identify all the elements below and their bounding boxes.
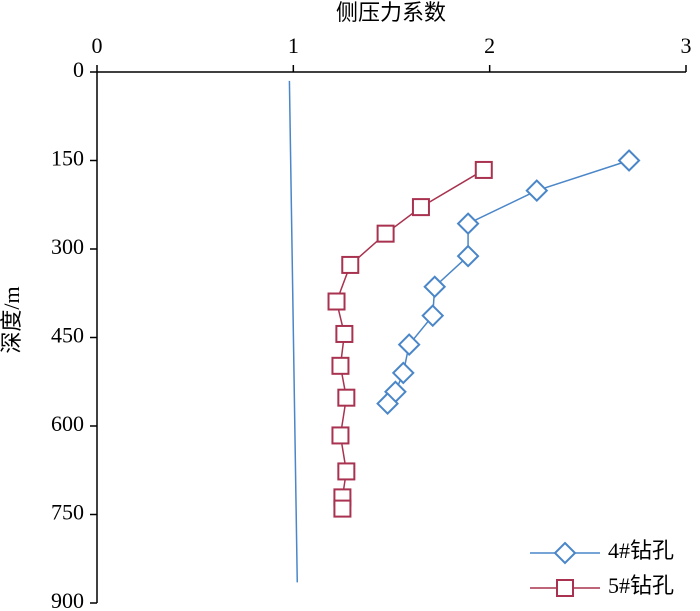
marker <box>337 388 356 407</box>
marker <box>331 426 350 445</box>
x-tick-label: 3 <box>681 33 692 58</box>
marker <box>327 292 346 311</box>
y-tick-label: 300 <box>51 234 84 259</box>
marker <box>376 224 395 243</box>
y-tick-label: 0 <box>73 57 84 82</box>
y-tick-label: 600 <box>51 411 84 436</box>
marker <box>456 212 480 236</box>
y-tick-label: 150 <box>51 146 84 171</box>
marker <box>525 179 549 203</box>
marker <box>411 198 430 217</box>
series-line <box>386 159 630 404</box>
marker <box>474 160 493 179</box>
marker <box>331 356 350 375</box>
marker <box>391 361 415 385</box>
marker <box>617 149 641 172</box>
marker <box>335 324 354 343</box>
x-tick-label: 1 <box>288 33 299 58</box>
x-tick-label: 2 <box>484 33 495 58</box>
legend-label: 4#钻孔 <box>608 538 674 563</box>
marker <box>337 462 356 481</box>
marker <box>376 392 399 415</box>
x-tick-label: 0 <box>92 33 103 58</box>
y-tick-label: 900 <box>51 588 84 611</box>
legend-label: 5#钻孔 <box>608 573 674 598</box>
marker <box>397 333 421 356</box>
marker <box>456 244 480 268</box>
y-tick-label: 450 <box>51 323 84 348</box>
x-axis-title: 侧压力系数 <box>336 0 446 25</box>
marker <box>333 499 352 518</box>
series-line <box>288 80 299 583</box>
marker <box>423 275 447 299</box>
y-tick-label: 750 <box>51 500 84 525</box>
legend-marker <box>553 541 577 565</box>
marker <box>341 255 360 274</box>
y-axis-title: 深度/m <box>0 286 24 353</box>
legend-marker <box>556 579 574 597</box>
marker <box>421 304 445 328</box>
